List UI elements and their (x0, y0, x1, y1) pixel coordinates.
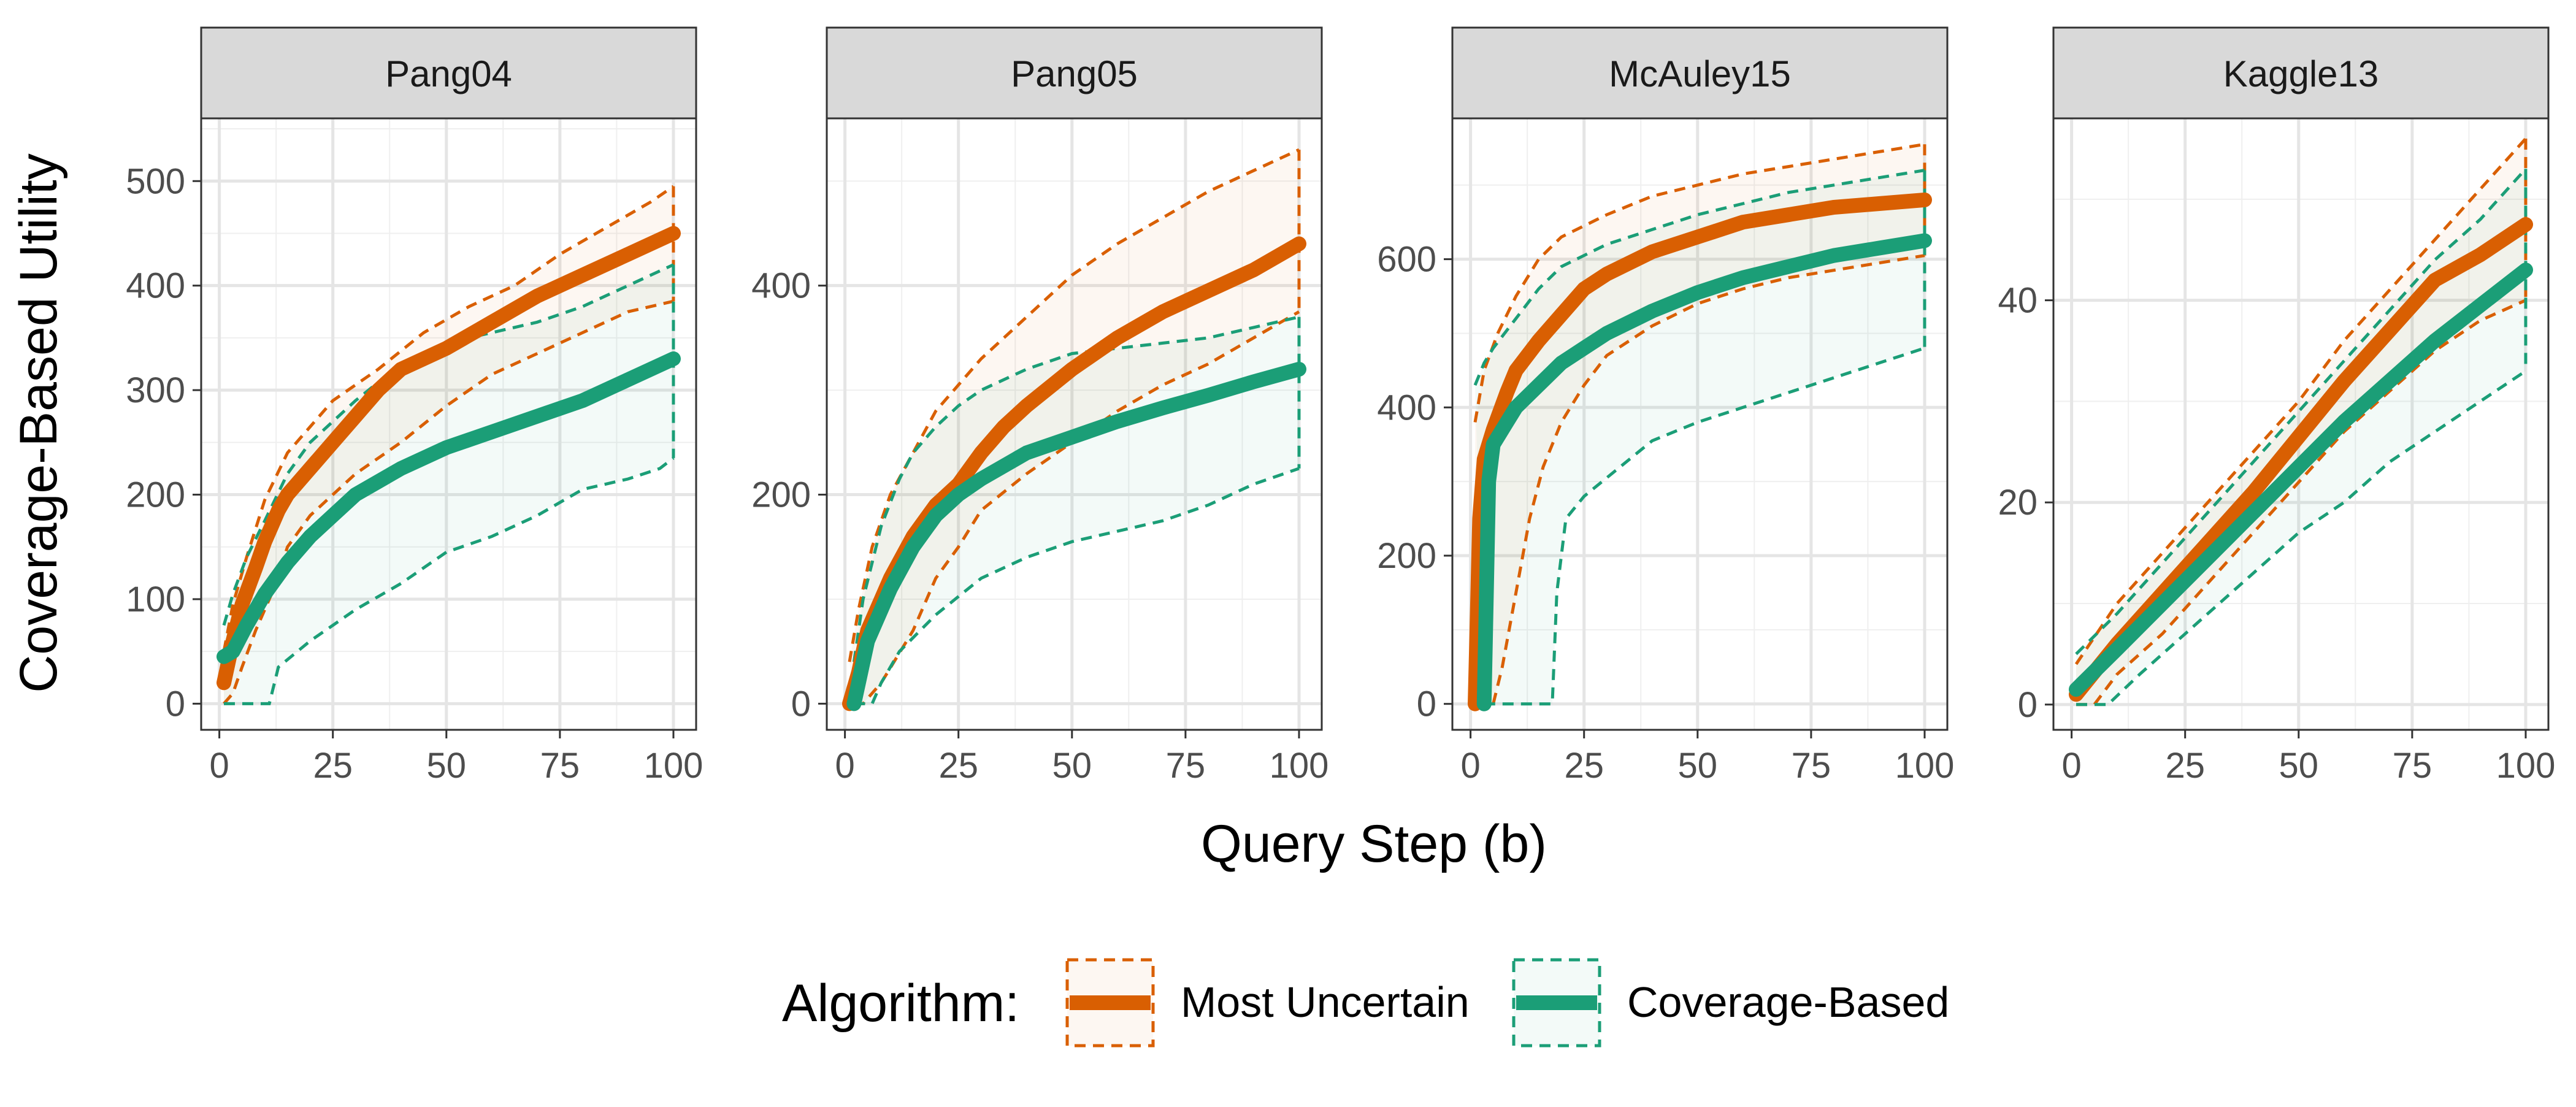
band-upper-coverage-based (1473, 169, 1925, 386)
x-tick-label: 75 (1792, 746, 1831, 786)
x-tick-label: 75 (1166, 746, 1206, 786)
panel-strip (2052, 26, 2550, 120)
confidence-band-coverage-based (224, 264, 673, 704)
panel-border (826, 117, 1323, 731)
x-tick-label: 75 (2393, 746, 2432, 786)
series-line-coverage-based (2069, 262, 2533, 697)
x-tick-label: 0 (1460, 746, 1480, 786)
panel-title: Kaggle13 (2223, 53, 2379, 94)
band-lower-most-uncertain (223, 299, 674, 705)
panel-title: Pang05 (1011, 53, 1138, 94)
y-tick-label: 0 (166, 684, 185, 724)
y-tick-label: 400 (1377, 388, 1436, 427)
y-tick-label: 0 (2018, 685, 2037, 725)
band-lower-most-uncertain (2076, 299, 2527, 707)
y-tick-label: 300 (126, 370, 185, 410)
x-tick-label: 100 (644, 746, 703, 786)
x-tick-label: 50 (1052, 746, 1092, 786)
x-tick-label: 75 (540, 746, 580, 786)
legend-label-coverage-based: Coverage-Based (1627, 978, 1949, 1026)
band-upper-most-uncertain (848, 148, 1300, 662)
panel-title: McAuley15 (1609, 53, 1791, 94)
y-tick-label: 20 (1998, 483, 2037, 523)
legend-title: Algorithm: (782, 974, 1019, 1033)
x-tick-label: 50 (427, 746, 467, 786)
y-tick-label: 500 (126, 161, 185, 201)
plot-background (827, 118, 1322, 730)
y-tick-label: 600 (1377, 240, 1436, 280)
series-line-coverage-based (846, 362, 1306, 711)
x-tick-label: 0 (209, 746, 229, 786)
x-tick-label: 25 (1564, 746, 1604, 786)
band-lower-coverage-based (854, 467, 1300, 705)
panel-border (200, 117, 697, 731)
band-upper-most-uncertain (222, 185, 675, 652)
series-line-coverage-based (217, 351, 681, 664)
y-tick-label: 0 (791, 684, 811, 724)
y-tick-label: 0 (1417, 684, 1436, 724)
x-tick-label: 25 (938, 746, 978, 786)
legend: Algorithm: Most Uncertain Coverage-Based (782, 958, 1949, 1048)
band-lower-coverage-based (224, 456, 675, 705)
band-lower-most-uncertain (854, 310, 1300, 705)
confidence-band-coverage-based (854, 316, 1299, 704)
y-tick-label: 40 (1998, 281, 2037, 321)
panel-strip (826, 26, 1323, 120)
plot-background (1452, 118, 1947, 730)
panel-pang04: Pang04 0 25 50 75 100 0 100 200 300 400 500 (126, 26, 703, 786)
band-lower-coverage-based (1484, 347, 1925, 706)
confidence-band-most-uncertain (849, 150, 1299, 704)
y-tick-label: 400 (126, 266, 185, 306)
band-upper-coverage-based (2075, 167, 2527, 656)
panel-strip (200, 26, 697, 120)
panel-border (1451, 117, 1949, 731)
panel-border (2052, 117, 2550, 731)
band-lower-coverage-based (2076, 369, 2527, 707)
band-upper-most-uncertain (2074, 137, 2527, 665)
x-tick-label: 25 (313, 746, 353, 786)
legend-label-most-uncertain: Most Uncertain (1181, 978, 1470, 1026)
y-tick-label: 400 (751, 266, 811, 306)
series-line-most-uncertain (217, 226, 681, 691)
y-tick-label: 100 (126, 580, 185, 619)
panel-strip (1451, 26, 1949, 120)
y-tick-label: 200 (126, 475, 185, 515)
panel-pang05: Pang05 0 25 50 75 100 0 200 400 (751, 26, 1329, 786)
x-tick-label: 100 (1895, 746, 1955, 786)
x-tick-label: 100 (2496, 746, 2556, 786)
panel-kaggle13: Kaggle13 0 25 50 75 100 0 20 40 (1998, 26, 2556, 786)
y-tick-label: 200 (1377, 536, 1436, 576)
x-tick-label: 100 (1270, 746, 1329, 786)
series-line-coverage-based (1476, 233, 1932, 711)
confidence-band-most-uncertain (224, 186, 673, 704)
panel-mcauley15: McAuley15 0 25 50 75 100 0 200 400 600 (1377, 26, 1955, 786)
x-axis-title: Query Step (b) (1201, 814, 1547, 873)
y-tick-label: 200 (751, 475, 811, 515)
confidence-band-coverage-based (1475, 170, 1925, 704)
y-axis-title: Coverage-Based Utility (9, 153, 68, 692)
band-upper-coverage-based (852, 315, 1300, 662)
x-tick-label: 0 (2061, 746, 2081, 786)
x-tick-label: 50 (1678, 746, 1718, 786)
band-upper-coverage-based (222, 263, 675, 626)
x-tick-label: 0 (835, 746, 854, 786)
x-tick-label: 25 (2165, 746, 2205, 786)
band-upper-most-uncertain (1473, 142, 1925, 423)
plot-background (201, 118, 696, 730)
band-lower-most-uncertain (1475, 254, 1925, 706)
x-tick-label: 50 (2279, 746, 2319, 786)
panel-title: Pang04 (385, 53, 512, 94)
